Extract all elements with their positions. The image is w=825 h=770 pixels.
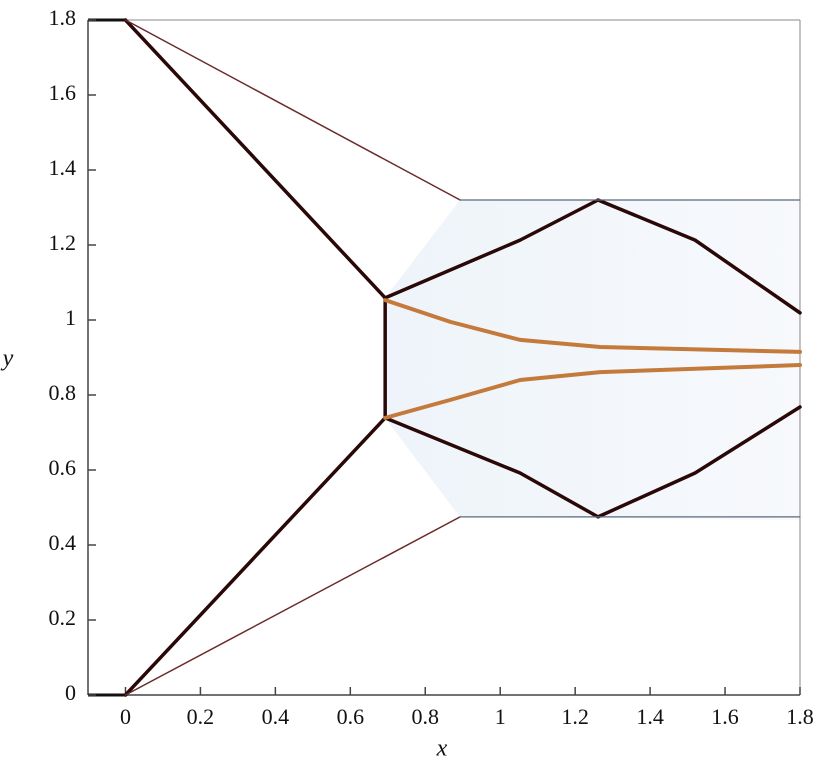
shock-line bbox=[124, 516, 461, 696]
y-tick-label: 0.2 bbox=[49, 605, 77, 630]
y-tick-label: 0.8 bbox=[49, 380, 77, 405]
x-tick-label: 1.6 bbox=[711, 704, 739, 729]
x-tick-label: 0.8 bbox=[412, 704, 440, 729]
y-tick-label: 1.2 bbox=[49, 230, 77, 255]
x-tick-label: 1.2 bbox=[561, 704, 589, 729]
x-tick-label: 0.4 bbox=[262, 704, 290, 729]
y-tick-label: 1.8 bbox=[49, 5, 77, 30]
x-tick-label: 1 bbox=[495, 704, 506, 729]
y-tick-label: 1.6 bbox=[49, 80, 77, 105]
x-axis-title: x bbox=[436, 736, 448, 762]
y-tick-label: 1.4 bbox=[49, 155, 77, 180]
flow-shading bbox=[385, 200, 800, 520]
x-tick-label: 0.2 bbox=[187, 704, 215, 729]
y-tick-label: 0 bbox=[65, 680, 76, 705]
x-tick-label: 0 bbox=[120, 704, 131, 729]
x-tick-label: 1.8 bbox=[786, 704, 814, 729]
shock-line bbox=[123, 18, 387, 697]
y-axis-title: y bbox=[1, 346, 14, 372]
y-tick-label: 0.4 bbox=[49, 530, 77, 555]
x-tick-label: 1.4 bbox=[636, 704, 664, 729]
y-tick-label: 0.6 bbox=[49, 455, 77, 480]
y-tick-label: 1 bbox=[65, 305, 76, 330]
shock-line bbox=[383, 298, 802, 354]
x-tick-label: 0.6 bbox=[337, 704, 365, 729]
shock-line bbox=[124, 19, 461, 201]
shock-line bbox=[383, 363, 802, 420]
